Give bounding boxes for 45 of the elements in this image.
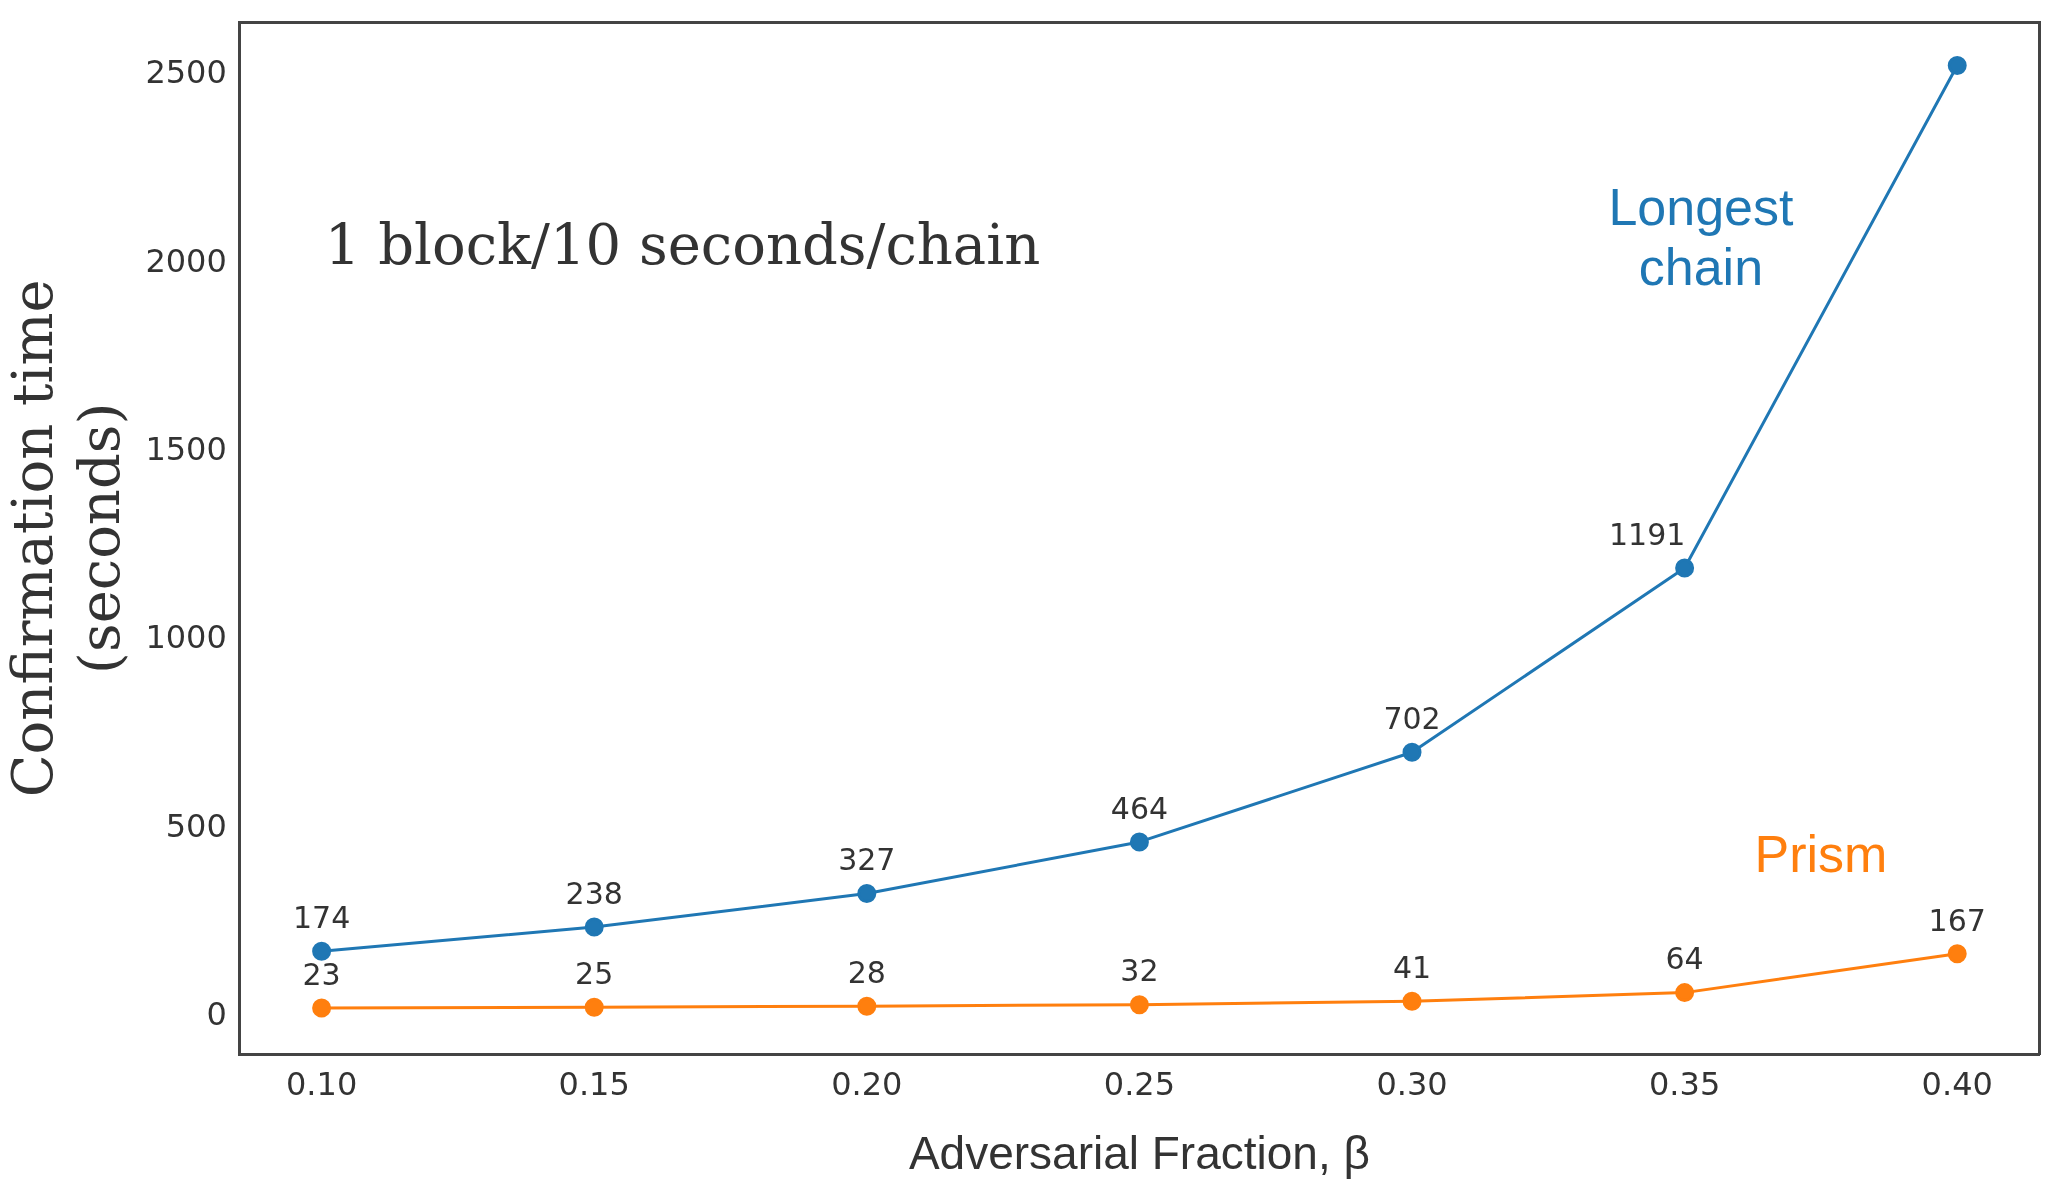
- data-label: 1191: [1608, 516, 1686, 552]
- data-label: 327: [838, 842, 896, 878]
- y-tick-label: 500: [165, 806, 227, 845]
- point: [584, 917, 604, 937]
- y-tick-label: 2000: [145, 241, 227, 280]
- point: [857, 884, 877, 904]
- series-label: Prism: [1754, 825, 1888, 884]
- point: [312, 941, 332, 961]
- x-tick-label: 0.35: [1648, 1064, 1721, 1103]
- point: [1129, 832, 1149, 852]
- point: [1675, 558, 1695, 578]
- point: [857, 996, 877, 1016]
- point: [1402, 742, 1422, 762]
- series-label: Longest chain: [1608, 178, 1794, 297]
- y-axis-title: Confirmation time (seconds): [0, 279, 133, 798]
- x-tick-label: 0.30: [1376, 1064, 1448, 1103]
- data-label: 464: [1110, 790, 1169, 826]
- point: [1675, 983, 1695, 1003]
- x-tick-label: 0.40: [1921, 1064, 1993, 1103]
- annotation: 1 block/10 seconds/chain: [324, 211, 1041, 277]
- data-label: 238: [565, 875, 623, 911]
- data-label: 28: [847, 954, 886, 990]
- data-label: 174: [292, 899, 351, 935]
- point: [1947, 56, 1967, 76]
- x-axis-title: Adversarial Fraction, β: [908, 1127, 1370, 1180]
- y-tick-label: 0: [206, 995, 227, 1034]
- x-tick-label: 0.20: [831, 1064, 903, 1103]
- point: [1947, 944, 1967, 964]
- point: [1402, 991, 1422, 1011]
- point: [312, 998, 332, 1018]
- x-tick-label: 0.15: [558, 1064, 630, 1103]
- data-label: 702: [1383, 701, 1441, 737]
- x-tick-label: 0.25: [1103, 1064, 1176, 1103]
- y-tick-label: 1000: [145, 618, 227, 657]
- data-label: 23: [302, 956, 341, 992]
- point: [1129, 995, 1149, 1015]
- x-tick-label: 0.10: [285, 1064, 358, 1103]
- data-label: 41: [1392, 950, 1432, 986]
- y-tick-label: 2500: [145, 53, 227, 92]
- data-label: 25: [575, 956, 614, 992]
- data-label: 167: [1928, 902, 1986, 938]
- data-label: 64: [1665, 941, 1704, 977]
- data-label: 32: [1120, 953, 1159, 989]
- y-tick-label: 1500: [145, 429, 227, 468]
- point: [584, 997, 604, 1017]
